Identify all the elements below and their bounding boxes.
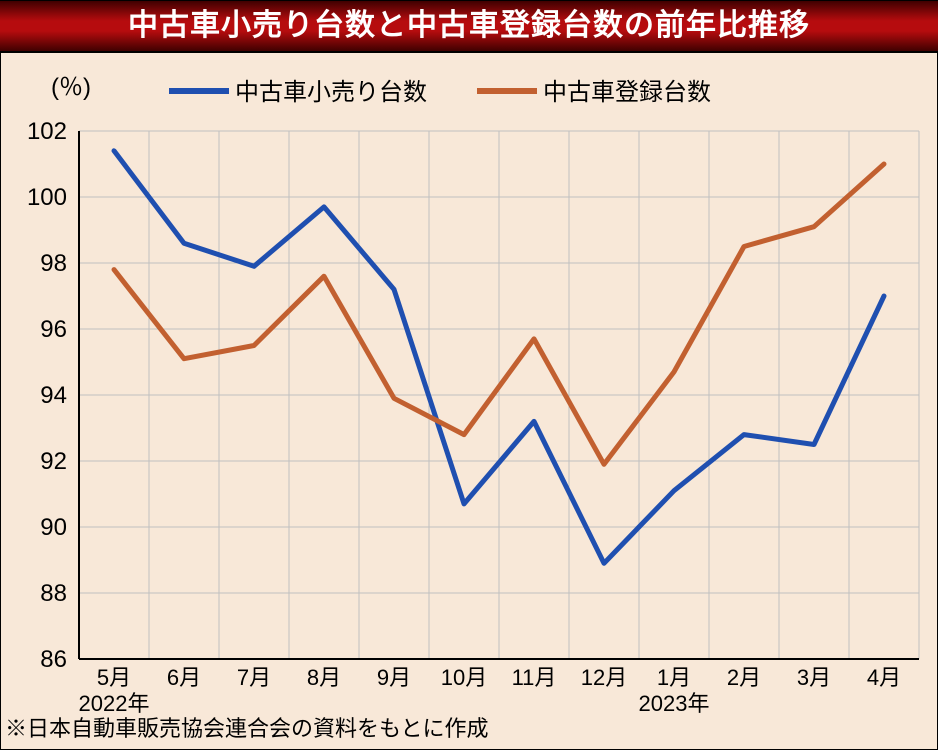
chart-title: 中古車小売り台数と中古車登録台数の前年比推移 [0, 0, 938, 53]
svg-text:92: 92 [40, 448, 67, 475]
svg-text:11月: 11月 [512, 665, 557, 690]
svg-text:86: 86 [40, 646, 67, 673]
svg-text:88: 88 [40, 580, 67, 607]
svg-text:4月: 4月 [867, 665, 901, 690]
svg-text:90: 90 [40, 514, 67, 541]
svg-text:12月: 12月 [581, 665, 627, 690]
svg-text:6月: 6月 [167, 665, 201, 690]
svg-text:10月: 10月 [441, 665, 487, 690]
svg-text:94: 94 [40, 382, 67, 409]
svg-text:9月: 9月 [377, 665, 411, 690]
svg-text:5月: 5月 [97, 665, 131, 690]
source-footnote: ※日本自動車販売協会連合会の資料をもとに作成 [5, 711, 489, 743]
svg-text:8月: 8月 [307, 665, 341, 690]
svg-text:3月: 3月 [797, 665, 831, 690]
svg-text:中古車小売り台数: 中古車小売り台数 [235, 79, 427, 106]
svg-text:中古車登録台数: 中古車登録台数 [543, 79, 711, 106]
line-chart: 86 88 90 92 94 96 98 100 102 (％) 5月 6月 7月 8月 9月 10月 11月 1… [1, 53, 937, 749]
svg-text:1月: 1月 [657, 665, 691, 690]
svg-text:102: 102 [27, 118, 67, 145]
svg-text:100: 100 [27, 184, 67, 211]
chart-area: 86 88 90 92 94 96 98 100 102 (％) 5月 6月 7月 8月 9月 10月 11月 1… [0, 53, 938, 750]
svg-text:96: 96 [40, 316, 67, 343]
svg-text:2月: 2月 [727, 665, 761, 690]
svg-text:98: 98 [40, 250, 67, 277]
svg-text:7月: 7月 [237, 665, 271, 690]
svg-text:2023年: 2023年 [639, 691, 710, 716]
svg-text:(％): (％) [51, 74, 91, 101]
